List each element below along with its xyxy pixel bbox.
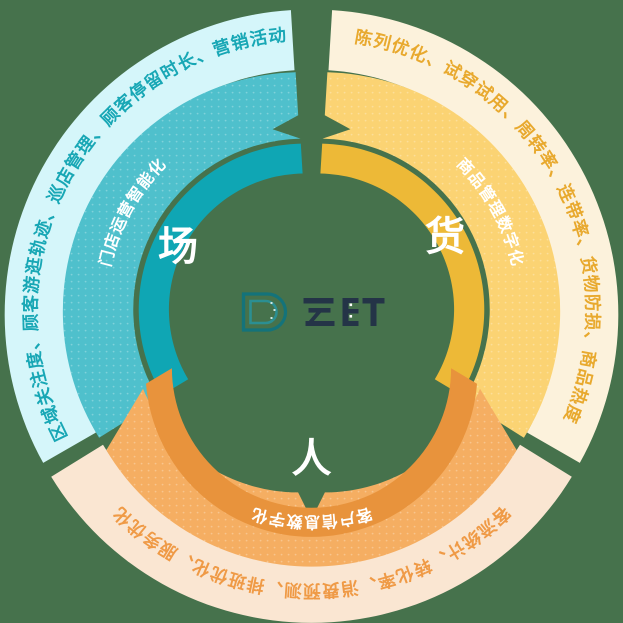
segment-huo-outer-band xyxy=(328,10,619,463)
segment-huo-title: 货 xyxy=(425,215,465,259)
segment-huo[interactable]: 货 xyxy=(320,10,619,463)
segment-chang-title: 场 xyxy=(158,225,198,269)
segment-chang-mid-texture xyxy=(62,72,301,438)
segment-chang[interactable]: 场 xyxy=(4,10,303,463)
segment-huo-mid-texture xyxy=(322,72,561,438)
segment-ren[interactable]: 人 xyxy=(51,368,572,623)
segment-ren-title: 人 xyxy=(292,437,332,481)
segment-ren-mid-texture xyxy=(106,388,517,567)
segment-chang-outer-band xyxy=(4,10,295,463)
segment-ren-inner-band xyxy=(146,368,477,537)
segment-ren-outer-band xyxy=(51,444,572,623)
segment-chang-inner-band xyxy=(138,143,303,395)
segment-huo-inner-band xyxy=(320,143,485,395)
